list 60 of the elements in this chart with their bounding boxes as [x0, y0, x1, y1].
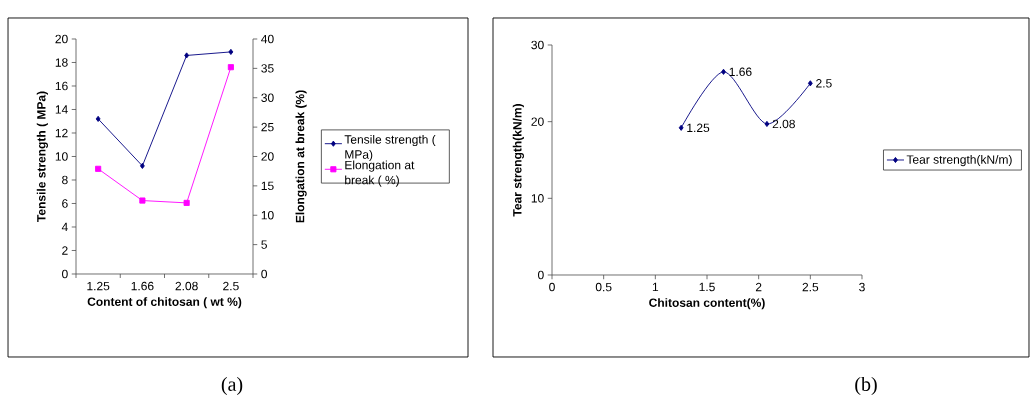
x-tick-label: 2.5 — [802, 282, 819, 292]
y2-tick-label: 20 — [261, 152, 274, 161]
annotation: 1.25 — [687, 123, 710, 133]
y-axis-title: Tear strength(kN/m) — [512, 104, 524, 217]
y2-tick-label: 35 — [261, 64, 274, 73]
y2-tick-label: 0 — [261, 269, 268, 279]
y-axis-title: Tensile strength ( MPa) — [36, 91, 48, 222]
x-tick-label: 2.08 — [175, 281, 198, 291]
y-tick-label: 16 — [55, 81, 68, 91]
x-tick-label: 3 — [859, 282, 865, 292]
point — [184, 52, 190, 59]
legend-label: Tear strength(kN/m) — [906, 154, 1012, 167]
y-tick-label: 4 — [61, 222, 68, 232]
point — [227, 64, 234, 71]
y-tick-label: 10 — [55, 152, 68, 161]
x-tick-label: 2 — [755, 282, 762, 292]
y2-tick-label: 10 — [261, 211, 274, 220]
y-tick-label: 20 — [55, 34, 68, 44]
x-tick-label: 1.25 — [87, 281, 110, 291]
y-tick-label: 12 — [55, 128, 68, 138]
y-tick-label: 8 — [62, 175, 68, 185]
y-tick-label: 14 — [55, 105, 68, 114]
point — [95, 115, 101, 122]
point — [139, 197, 146, 204]
point — [807, 80, 813, 87]
y2-tick-label: 30 — [261, 93, 274, 102]
legend-label: Elongation at break ( %) — [345, 160, 415, 187]
x-tick-label: 1 — [652, 282, 659, 292]
y-tick-label: 2 — [62, 246, 68, 255]
x-axis-title: Content of chitosan ( wt %) — [87, 297, 242, 309]
point — [183, 199, 190, 206]
point — [228, 48, 234, 55]
y2-tick-label: 40 — [261, 34, 274, 44]
annotation: 1.66 — [729, 67, 752, 77]
x-tick-label: 0.5 — [595, 282, 612, 292]
y-tick-label: 0 — [538, 270, 544, 280]
text: (a) — [221, 376, 243, 396]
y-tick-label: 18 — [55, 58, 68, 67]
x-tick-label: 2.5 — [223, 281, 239, 291]
y-tick-label: 10 — [531, 194, 544, 203]
text: (b) — [855, 376, 877, 396]
annotation: 2.08 — [772, 119, 795, 129]
point — [678, 124, 684, 131]
x-tick-label: 1.66 — [131, 281, 154, 291]
annotation: 2.5 — [816, 79, 832, 88]
y2-axis-title: Elongation at break (%) — [295, 90, 307, 223]
y2-tick-label: 5 — [261, 240, 267, 249]
y-tick-label: 30 — [531, 40, 544, 50]
x-tick-label: 0 — [549, 282, 555, 292]
y2-tick-label: 15 — [261, 181, 274, 191]
point — [764, 120, 770, 128]
point — [721, 68, 726, 75]
x-axis-title: Chitosan content(%) — [649, 298, 765, 310]
y-tick-label: 6 — [62, 199, 68, 208]
point — [139, 162, 145, 169]
point — [95, 165, 102, 172]
y-tick-label: 0 — [62, 269, 68, 279]
y2-tick-label: 25 — [261, 122, 274, 132]
y-tick-label: 20 — [531, 117, 544, 126]
x-tick-label: 1.5 — [699, 282, 715, 292]
